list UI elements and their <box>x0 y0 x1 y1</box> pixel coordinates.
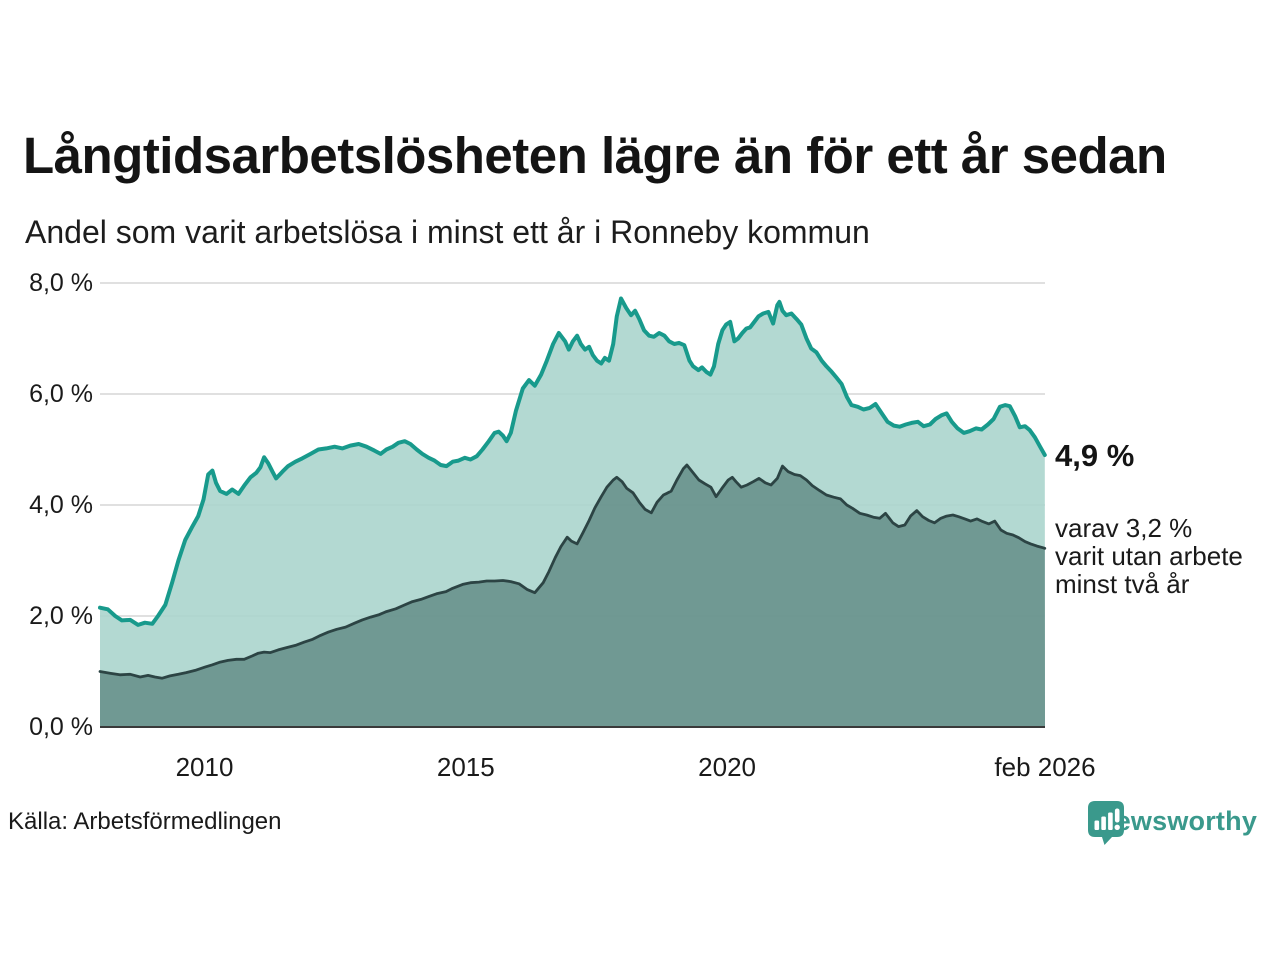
y-tick-label: 4,0 % <box>29 491 93 519</box>
x-tick-label: feb 2026 <box>994 752 1096 782</box>
newsworthy-bubble-icon <box>1088 801 1124 845</box>
area-fill-two-years <box>100 465 1045 727</box>
series-line-one-year <box>98 296 1047 627</box>
secondary-value-line2: varit utan arbete <box>1055 541 1243 571</box>
x-tick-label: 2015 <box>436 752 495 782</box>
series-lines <box>98 296 1047 728</box>
area-fills <box>100 298 1045 727</box>
y-tick-label: 2,0 % <box>29 602 93 630</box>
y-tick-label: 6,0 % <box>29 380 93 408</box>
chart-subtitle: Andel som varit arbetslösa i minst ett å… <box>25 214 870 250</box>
y-tick-label: 8,0 % <box>29 269 93 297</box>
secondary-value-line3: minst två år <box>1055 569 1190 599</box>
page-title: Långtidsarbetslösheten lägre än för ett … <box>23 127 1167 184</box>
x-tick-label: 2020 <box>698 752 757 782</box>
secondary-value-label: varav 3,2 % varit utan arbete minst två … <box>1055 514 1243 598</box>
newsworthy-logo: Newsworthy <box>1087 801 1257 845</box>
secondary-value-line1: varav 3,2 % <box>1055 513 1193 543</box>
x-tick-label: 2010 <box>175 752 234 782</box>
series-line-two-years <box>98 463 1047 680</box>
y-tick-label: 0,0 % <box>29 713 93 741</box>
source-credit: Källa: Arbetsförmedlingen <box>8 808 282 835</box>
end-value-label: 4,9 % <box>1055 438 1135 473</box>
